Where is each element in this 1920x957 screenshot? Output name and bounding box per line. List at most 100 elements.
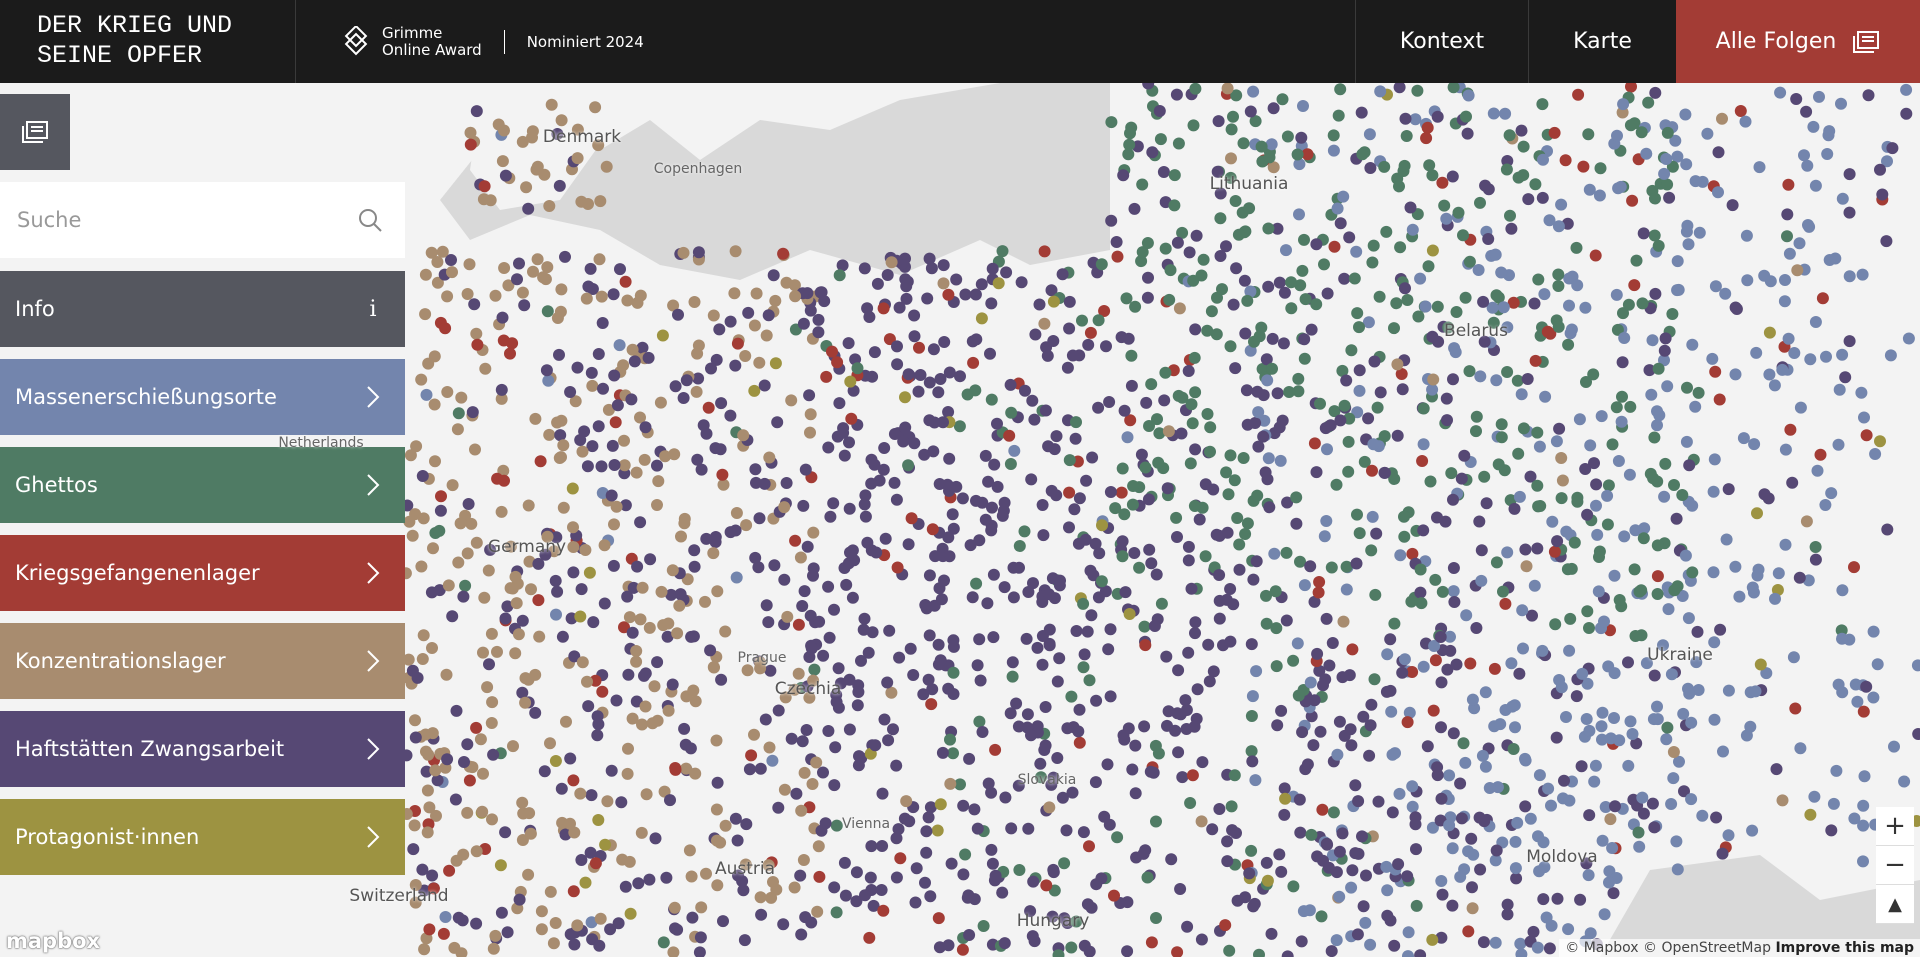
map-dot[interactable] [1392, 858, 1405, 871]
map-dot[interactable] [1115, 486, 1128, 499]
map-dot[interactable] [1109, 502, 1122, 515]
map-dot[interactable] [1305, 828, 1318, 841]
map-dot[interactable] [1448, 596, 1461, 608]
map-dot[interactable] [877, 463, 890, 476]
map-dot[interactable] [1206, 823, 1219, 836]
map-dot[interactable] [643, 873, 656, 886]
map-dot[interactable] [538, 765, 551, 778]
map-dot[interactable] [1145, 936, 1158, 949]
map-dot[interactable] [1271, 387, 1284, 400]
map-dot[interactable] [1393, 81, 1406, 94]
map-dot[interactable] [441, 386, 454, 398]
map-dot[interactable] [1595, 410, 1608, 423]
map-dot[interactable] [426, 642, 438, 654]
map-dot[interactable] [630, 466, 643, 479]
map-dot[interactable] [778, 501, 791, 514]
map-dot[interactable] [1321, 443, 1333, 456]
map-dot[interactable] [953, 420, 966, 433]
map-dot[interactable] [1613, 594, 1626, 606]
map-dot[interactable] [516, 614, 529, 627]
map-dot[interactable] [1293, 793, 1306, 806]
map-dot[interactable] [719, 625, 732, 638]
map-dot[interactable] [970, 577, 983, 590]
map-dot[interactable] [1373, 290, 1386, 303]
map-dot[interactable] [842, 557, 855, 570]
map-dot[interactable] [1651, 419, 1663, 432]
map-dot[interactable] [828, 779, 841, 792]
map-dot[interactable] [1079, 533, 1092, 546]
map-dot[interactable] [689, 767, 702, 780]
map-dot[interactable] [1294, 555, 1306, 568]
map-dot[interactable] [812, 326, 825, 339]
map-dot[interactable] [865, 840, 878, 853]
map-dot[interactable] [1712, 146, 1725, 159]
map-dot[interactable] [499, 612, 512, 625]
map-dot[interactable] [923, 252, 936, 265]
map-dot[interactable] [852, 686, 865, 698]
map-dot[interactable] [1685, 716, 1698, 729]
map-dot[interactable] [1563, 794, 1576, 807]
map-dot[interactable] [1343, 669, 1356, 682]
map-dot[interactable] [1083, 674, 1096, 687]
map-dot[interactable] [549, 755, 562, 767]
map-dot[interactable] [1275, 704, 1288, 717]
map-dot[interactable] [1161, 482, 1174, 495]
map-dot[interactable] [429, 764, 442, 777]
map-dot[interactable] [778, 573, 791, 586]
map-dot[interactable] [1212, 115, 1225, 128]
map-dot[interactable] [1833, 383, 1846, 396]
map-dot[interactable] [986, 262, 999, 275]
map-dot[interactable] [772, 801, 785, 814]
map-dot[interactable] [519, 696, 532, 709]
map-dot[interactable] [1190, 712, 1203, 725]
map-dot[interactable] [668, 448, 681, 461]
map-dot[interactable] [1603, 876, 1615, 889]
map-dot[interactable] [1292, 372, 1305, 385]
map-dot[interactable] [450, 854, 463, 867]
map-dot[interactable] [1816, 292, 1829, 305]
map-dot[interactable] [542, 374, 555, 387]
map-dot[interactable] [685, 630, 698, 643]
map-dot[interactable] [1060, 824, 1073, 837]
map-dot[interactable] [557, 501, 570, 514]
map-dot[interactable] [1225, 123, 1238, 136]
map-dot[interactable] [693, 946, 706, 957]
map-dot[interactable] [876, 787, 889, 800]
map-dot[interactable] [1225, 152, 1237, 165]
map-dot[interactable] [416, 653, 429, 665]
map-dot[interactable] [1452, 206, 1465, 219]
map-dot[interactable] [1652, 239, 1665, 252]
map-dot[interactable] [436, 245, 449, 258]
map-dot[interactable] [618, 459, 631, 472]
map-dot[interactable] [688, 560, 701, 573]
map-dot[interactable] [1118, 404, 1131, 417]
map-dot[interactable] [1582, 869, 1595, 882]
map-dot[interactable] [839, 889, 852, 902]
map-dot[interactable] [1509, 835, 1522, 848]
map-dot[interactable] [779, 691, 792, 704]
map-dot[interactable] [711, 776, 724, 789]
map-dot[interactable] [1230, 262, 1243, 275]
map-dot[interactable] [1646, 797, 1659, 810]
map-dot[interactable] [1042, 440, 1055, 453]
map-dot[interactable] [1604, 813, 1617, 826]
map-dot[interactable] [1013, 561, 1025, 574]
map-dot[interactable] [1246, 755, 1259, 768]
map-dot[interactable] [1589, 249, 1602, 262]
map-dot[interactable] [1648, 431, 1661, 444]
map-dot[interactable] [1290, 517, 1303, 530]
map-dot[interactable] [1137, 847, 1150, 860]
map-dot[interactable] [544, 737, 556, 750]
map-dot[interactable] [477, 193, 490, 206]
map-dot[interactable] [1224, 171, 1237, 184]
map-dot[interactable] [675, 530, 687, 543]
map-dot[interactable] [1294, 826, 1307, 839]
map-dot[interactable] [1435, 721, 1447, 734]
map-dot[interactable] [1811, 464, 1824, 477]
map-dot[interactable] [404, 449, 417, 462]
map-dot[interactable] [847, 384, 860, 397]
map-dot[interactable] [1150, 912, 1162, 924]
map-dot[interactable] [985, 297, 998, 310]
map-dot[interactable] [461, 547, 474, 560]
map-dot[interactable] [1594, 162, 1607, 175]
